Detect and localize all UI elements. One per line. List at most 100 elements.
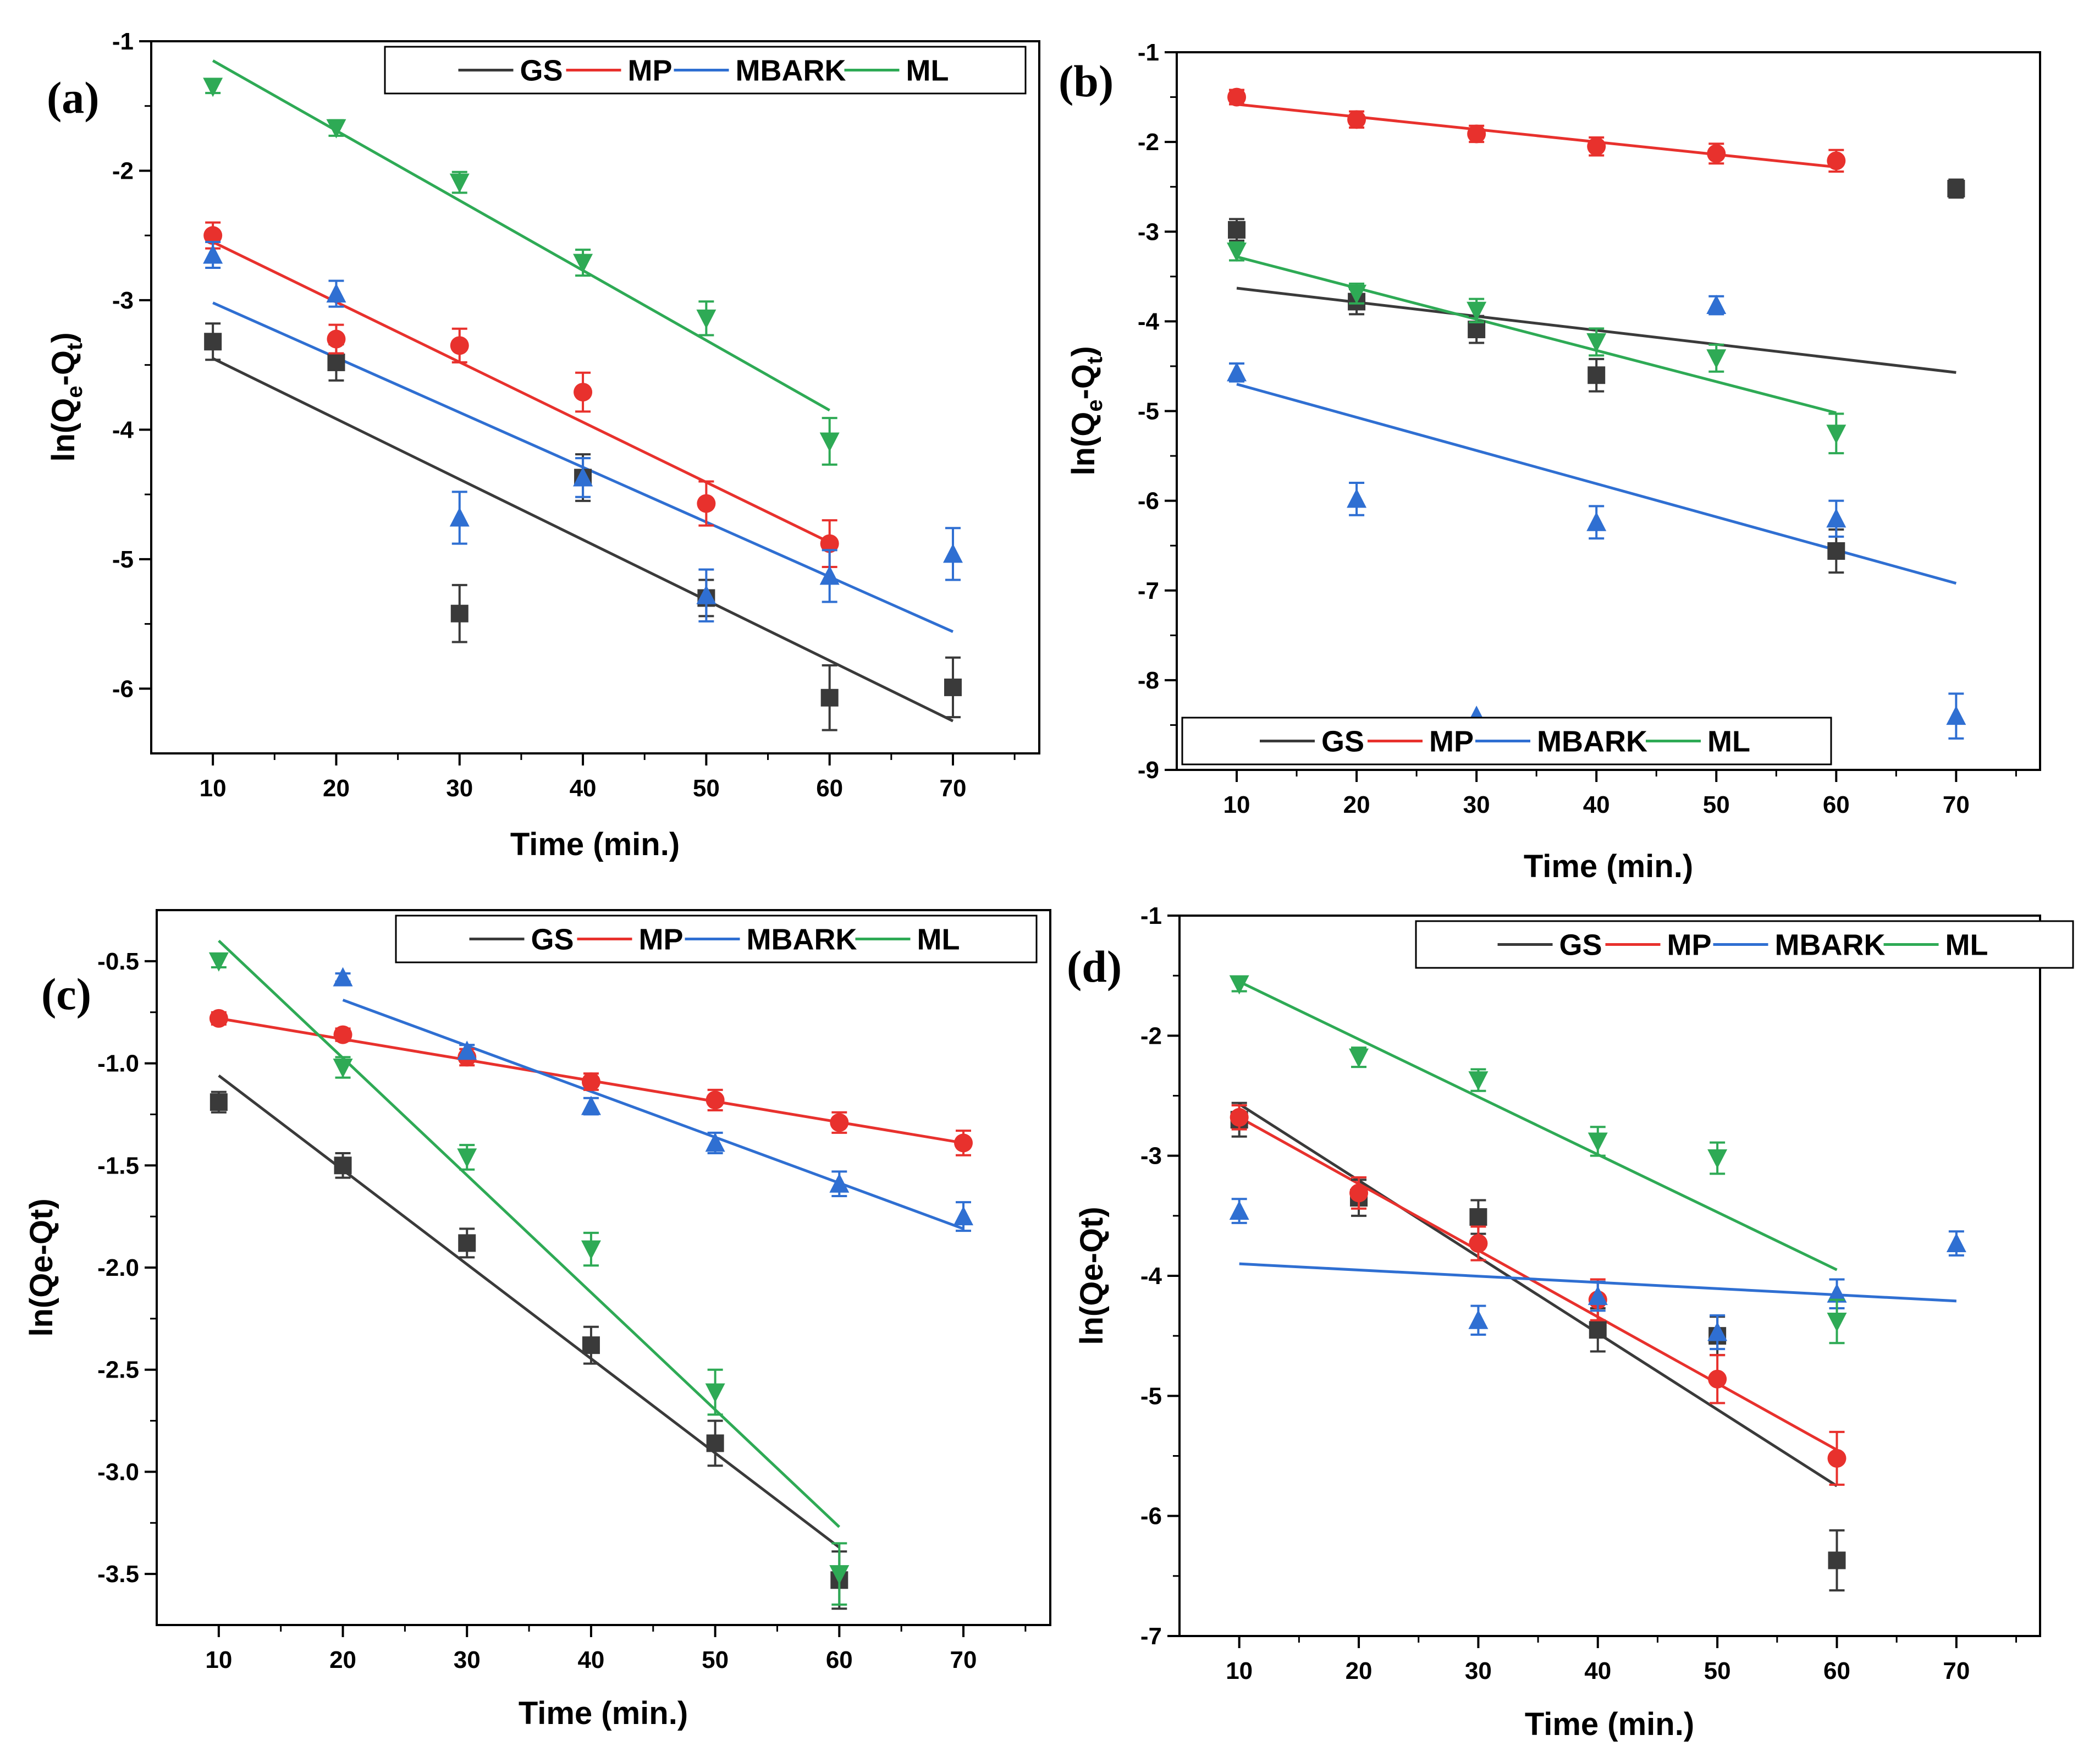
- panel-b-fit-line-mp: [1236, 103, 1837, 169]
- panel-d-point-mbark: [1707, 1321, 1728, 1341]
- panel-c-y-tick-label: -0.5: [97, 948, 139, 975]
- panel-a-x-tick-label: 40: [570, 775, 597, 802]
- panel-b-y-tick-label: -4: [1138, 308, 1160, 335]
- panel-b-legend-label-gs: GS: [1321, 725, 1364, 758]
- panel-c-point-ml: [705, 1383, 725, 1403]
- panel-a-point-ml: [326, 119, 346, 139]
- panel-b-point-mp: [1587, 137, 1606, 156]
- panel-a-point-gs: [204, 333, 222, 351]
- panel-c-label: (c): [41, 969, 91, 1019]
- panel-a-point-gs: [944, 678, 962, 696]
- panel-d-point-mbark: [1946, 1233, 1966, 1253]
- panel-b-frame: [1176, 51, 2041, 771]
- panel-d-y-tick-label: -3: [1140, 1143, 1162, 1170]
- panel-b-y-tick-label: -8: [1138, 667, 1159, 694]
- panel-c-point-mp: [954, 1133, 973, 1153]
- panel-a-y-tick-label: -4: [112, 416, 134, 443]
- panel-b-point-mp: [1467, 124, 1486, 144]
- panel-c-legend-label-mp: MP: [639, 923, 684, 956]
- panel-d-y-tick-label: -1: [1140, 902, 1162, 929]
- panel-d-x-tick-label: 30: [1465, 1657, 1492, 1684]
- panel-b-y-tick-label: -6: [1138, 488, 1159, 515]
- panel-c-point-gs: [706, 1434, 724, 1452]
- panel-b-x-tick-label: 60: [1823, 791, 1850, 818]
- panel-c-point-gs: [582, 1336, 600, 1354]
- panel-c-legend-label-gs: GS: [531, 923, 574, 956]
- panel-b-y-tick-label: -1: [1138, 39, 1159, 66]
- panel-b-y-tick-label: -7: [1138, 577, 1159, 604]
- panel-b-point-mp: [1227, 87, 1247, 107]
- panel-c-point-ml: [333, 1059, 353, 1078]
- panel-d-y-tick-label: -2: [1140, 1022, 1162, 1049]
- panel-d-point-mp: [1230, 1108, 1249, 1127]
- panel-c-x-tick-label: 10: [205, 1646, 232, 1673]
- panel-b-legend-label-ml: ML: [1707, 725, 1750, 758]
- panel-d-point-mbark: [1588, 1286, 1608, 1306]
- panel-d-point-ml: [1707, 1149, 1728, 1169]
- panel-d-data-points: [1229, 975, 1966, 1592]
- panel-a-x-tick-label: 10: [200, 775, 227, 802]
- panel-d-point-gs: [1469, 1208, 1487, 1226]
- panel-d-fit-line-mp: [1238, 1116, 1838, 1451]
- panel-a-legend-label-mp: MP: [628, 54, 673, 87]
- panel-b-point-gs: [1588, 366, 1606, 384]
- panel-d-label: (d): [1067, 941, 1122, 992]
- panel-a-x-axis-title: Time (min.): [510, 827, 680, 862]
- panel-b-point-gs: [1947, 179, 1965, 197]
- panel-a-point-ml: [203, 78, 223, 97]
- panel-c-legend-label-mbark: MBARK: [747, 923, 857, 956]
- panel-b-point-mbark: [1227, 362, 1247, 382]
- panel-c-point-mbark: [953, 1206, 974, 1226]
- panel-b-label: (b): [1059, 56, 1114, 106]
- panel-d-point-mbark: [1827, 1283, 1847, 1303]
- panel-b-legend: GS MP MBARK ML: [1181, 717, 1832, 765]
- panel-c-x-axis-title: Time (min.): [519, 1695, 688, 1731]
- panel-d-fit-lines: [1238, 980, 1956, 1488]
- panel-a-point-ml: [449, 173, 470, 193]
- panel-c-x-tick-label: 50: [702, 1646, 729, 1673]
- panel-b-point-ml: [1826, 425, 1847, 444]
- panel-c-point-mbark: [829, 1173, 850, 1193]
- panel-c-point-mbark: [333, 967, 353, 987]
- panel-a-legend-label-gs: GS: [520, 54, 563, 87]
- panel-a-axes: 10 20 30 40 50 60 70 -1 -2 -3 -4 -5 -6: [112, 28, 1016, 802]
- panel-a-y-axis-title: ln(Qe-Qt): [46, 332, 87, 461]
- panel-c-y-axis-title: ln(Qe-Qt): [24, 1198, 59, 1336]
- panel-d-point-ml: [1229, 975, 1249, 995]
- panel-b-point-mbark: [1586, 511, 1607, 531]
- panel-c-y-tick-label: -3.5: [97, 1561, 139, 1588]
- panel-a-frame: [150, 40, 1040, 754]
- panel-d-fit-line-gs: [1238, 1103, 1838, 1488]
- panel-b-point-ml: [1227, 243, 1247, 262]
- panel-a-legend: GS MP MBARK ML: [384, 46, 1027, 95]
- panel-d-point-ml: [1468, 1071, 1489, 1091]
- panel-d-y-tick-label: -7: [1140, 1623, 1162, 1650]
- panel-a-legend-label-ml: ML: [906, 54, 949, 87]
- panel-a-point-mp: [574, 383, 593, 402]
- panel-d-y-tick-label: -5: [1140, 1383, 1162, 1409]
- panel-d-point-mp: [1708, 1369, 1727, 1389]
- panel-a-point-mbark: [449, 507, 470, 527]
- panel-d-point-gs: [1589, 1321, 1607, 1339]
- panel-c-point-ml: [581, 1240, 601, 1260]
- panel-b-x-tick-label: 40: [1583, 791, 1610, 818]
- panel-c-frame: [156, 909, 1051, 1626]
- panel-d-point-mbark: [1468, 1309, 1489, 1329]
- panel-c-axes: 10 20 30 40 50 60 70 -0.5 -1.0 -1.5 -2.0 -2.5 -3.0 -3…: [97, 948, 1027, 1673]
- panel-a-y-tick-label: -6: [112, 675, 134, 702]
- panel-d-x-axis-title: Time (min.): [1525, 1706, 1694, 1742]
- panel-a-point-mbark: [203, 244, 223, 264]
- panel-c-point-mp: [209, 1009, 228, 1028]
- panel-a-x-tick-label: 30: [446, 775, 473, 802]
- panel-a-x-tick-label: 70: [940, 775, 967, 802]
- panel-b-point-ml: [1586, 333, 1607, 352]
- panel-b-point-mbark: [1946, 706, 1966, 725]
- panel-a-point-gs: [820, 689, 839, 707]
- panel-b-point-ml: [1706, 349, 1727, 369]
- panel-b-point-gs: [1228, 221, 1246, 239]
- panel-d-point-gs: [1828, 1551, 1846, 1569]
- panel-b-data-points: [1227, 87, 1966, 740]
- panel-c-point-ml: [208, 952, 229, 972]
- panel-d-axes: 10 20 30 40 50 60 70 -1 -2 -3 -4 -5 -6 -7: [1140, 902, 2018, 1684]
- panel-c-x-tick-label: 20: [329, 1646, 356, 1673]
